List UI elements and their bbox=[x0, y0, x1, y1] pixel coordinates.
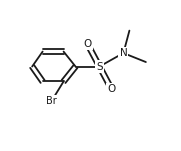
Text: O: O bbox=[83, 39, 92, 49]
Text: N: N bbox=[119, 48, 127, 58]
Text: Br: Br bbox=[46, 96, 57, 106]
Text: S: S bbox=[96, 61, 103, 72]
Text: O: O bbox=[107, 84, 116, 94]
